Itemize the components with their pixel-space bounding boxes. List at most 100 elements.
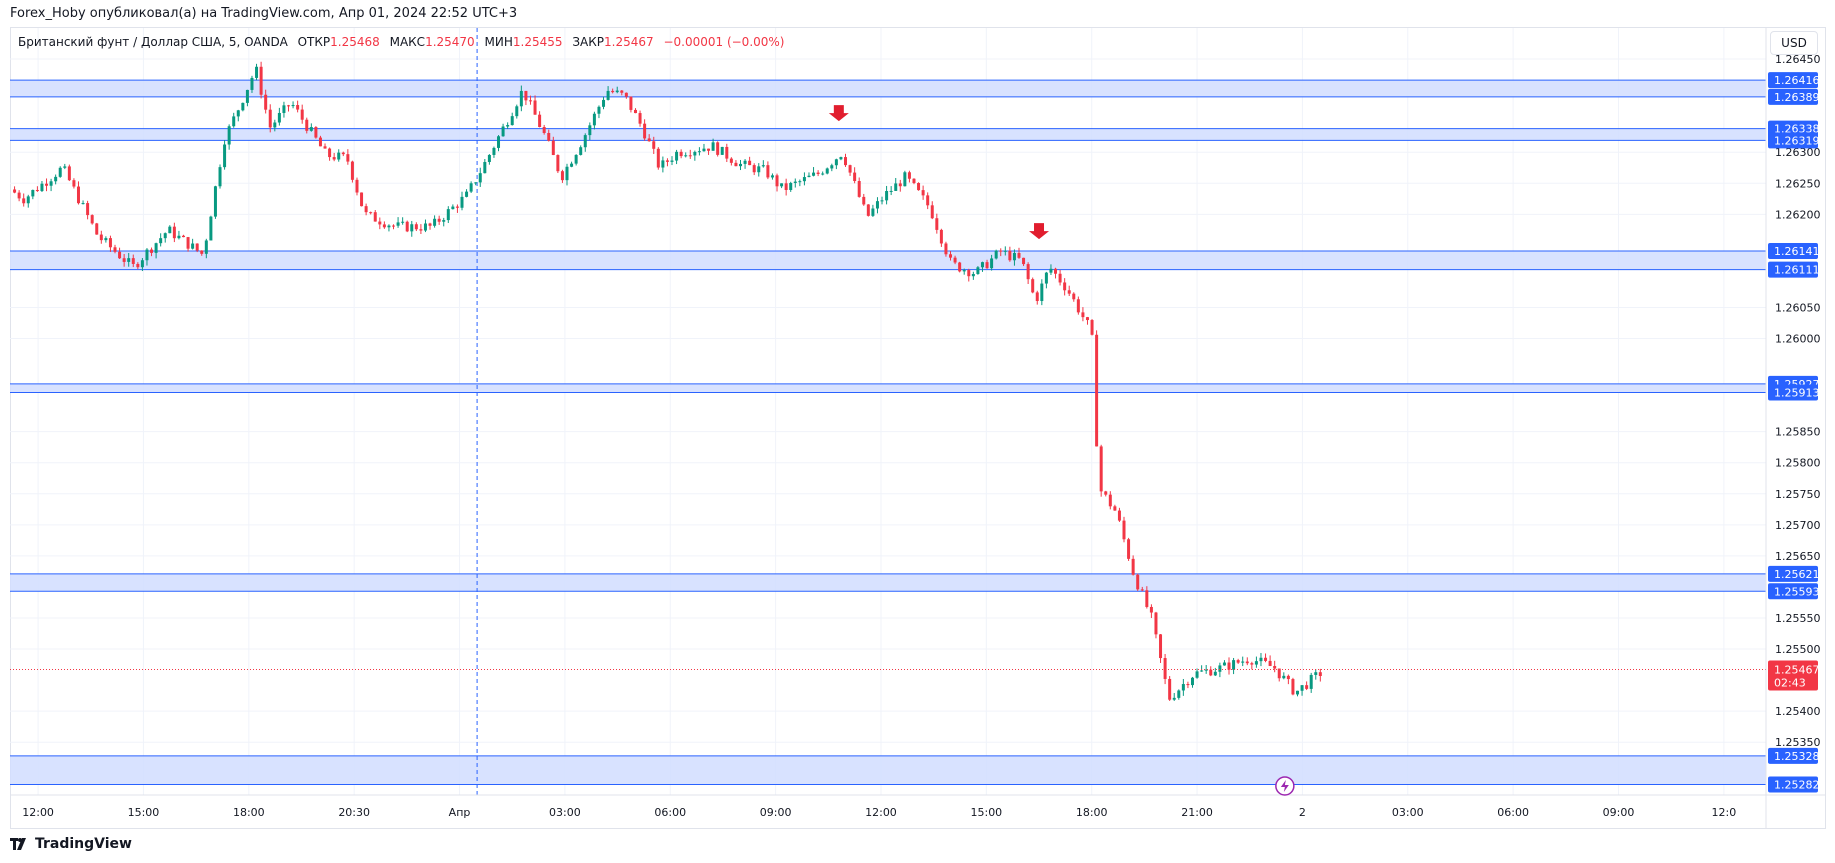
candle-up — [236, 110, 240, 117]
candle-down — [1108, 494, 1112, 507]
candle-down — [866, 204, 870, 216]
candle-down — [620, 90, 624, 93]
candle-up — [31, 189, 35, 197]
candle-down — [1035, 292, 1039, 302]
candle-up — [387, 225, 391, 228]
candle-down — [341, 152, 345, 155]
candle-down — [917, 183, 921, 191]
candle-down — [305, 119, 309, 131]
candle-up — [49, 181, 53, 186]
candle-up — [670, 160, 674, 162]
candle-up — [903, 172, 907, 187]
candle-up — [606, 90, 610, 100]
candle-down — [296, 105, 300, 110]
candle-down — [1058, 273, 1062, 283]
candle-up — [223, 144, 227, 168]
candle-up — [54, 176, 58, 182]
candle-down — [378, 221, 382, 225]
candle-down — [1127, 539, 1131, 559]
candle-down — [949, 254, 953, 258]
candle-down — [318, 137, 322, 147]
candle-up — [277, 112, 281, 123]
candle-down — [752, 165, 756, 173]
candle-down — [734, 162, 738, 167]
candle-down — [624, 92, 628, 97]
candle-up — [802, 177, 806, 182]
candle-up — [761, 165, 765, 167]
candle-up — [58, 167, 62, 177]
price-tick-label: 1.25350 — [1775, 736, 1821, 749]
candle-down — [857, 181, 861, 197]
candle-down — [1054, 268, 1058, 274]
tradingview-footer[interactable]: TradingView — [10, 836, 132, 852]
candle-down — [688, 155, 692, 157]
candle-up — [63, 166, 67, 168]
candle-down — [1136, 574, 1140, 590]
candle-down — [90, 215, 94, 224]
candle-up — [159, 238, 163, 244]
candle-down — [729, 158, 733, 163]
price-tick-label: 1.25500 — [1775, 643, 1821, 656]
close-value: 1.25467 — [604, 35, 654, 49]
candle-down — [13, 189, 17, 193]
candle-down — [1099, 446, 1103, 492]
time-tick-label: 06:00 — [1497, 806, 1529, 819]
candle-up — [702, 148, 706, 152]
candle-up — [962, 270, 966, 272]
lightning-bolt — [1280, 780, 1289, 792]
chart-frame — [10, 27, 1826, 829]
candle-up — [834, 159, 838, 166]
candle-down — [528, 100, 532, 102]
candle-up — [1044, 272, 1048, 284]
candle-down — [67, 166, 71, 181]
candle-up — [693, 151, 697, 156]
candle-down — [907, 172, 911, 179]
candle-up — [487, 154, 491, 163]
zone-price-tag — [1768, 583, 1818, 600]
candle-up — [483, 162, 487, 174]
zone-rect — [10, 250, 1766, 270]
candle-up — [255, 66, 259, 78]
candle-up — [880, 200, 884, 202]
zone-price-tag — [1768, 242, 1818, 259]
candle-down — [1122, 520, 1126, 540]
candle-down — [1273, 665, 1277, 669]
candle-up — [273, 122, 277, 128]
candle-down — [1245, 661, 1249, 664]
candle-up — [976, 267, 980, 274]
candle-up — [994, 250, 998, 259]
candle-down — [364, 206, 368, 213]
candle-up — [465, 191, 469, 197]
candle-down — [656, 148, 660, 168]
candle-down — [926, 195, 930, 206]
zone-price-label: 1.25593 — [1774, 585, 1820, 598]
candle-down — [912, 178, 916, 184]
candle-down — [405, 221, 409, 232]
candle-down — [1104, 491, 1108, 495]
candle-down — [323, 146, 327, 149]
candle-down — [1227, 662, 1231, 670]
zone-price-label: 1.26338 — [1774, 123, 1820, 136]
candle-down — [150, 249, 154, 253]
candle-down — [1291, 679, 1295, 695]
zone-rect — [10, 383, 1766, 393]
candle-up — [793, 181, 797, 183]
currency-button[interactable]: USD — [1770, 31, 1818, 55]
candle-down — [360, 192, 364, 207]
candle-up — [757, 166, 761, 173]
symbol-legend: Британский фунт / Доллар США, 5, OANDA О… — [18, 35, 784, 49]
candle-up — [145, 249, 149, 261]
candle-up — [309, 127, 313, 131]
candle-up — [81, 203, 85, 205]
candle-up — [711, 142, 715, 151]
candle-down — [647, 138, 651, 142]
candle-down — [1186, 684, 1190, 686]
candle-up — [661, 160, 665, 168]
candle-up — [410, 224, 414, 232]
candle-up — [1259, 657, 1263, 662]
last-price-tag — [1768, 660, 1818, 691]
arrow-down-icon — [828, 105, 849, 122]
candle-up — [506, 125, 510, 127]
candle-up — [780, 183, 784, 187]
